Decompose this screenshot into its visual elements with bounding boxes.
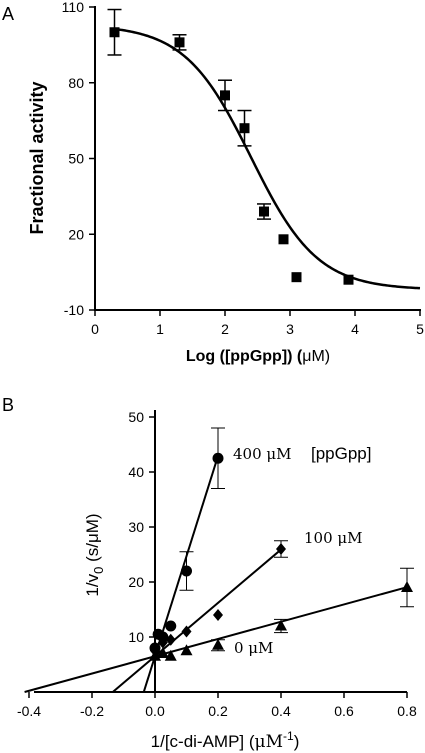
circle-point: [165, 620, 177, 632]
panel-a-x-tick-label: 4: [351, 321, 359, 337]
panel-b-x-axis-label: 1/[c-di-AMP] (μM-1): [151, 729, 300, 752]
triangle-point: [156, 647, 169, 658]
diamond-point: [165, 633, 176, 646]
panel-b-x-tick-label: 0.4: [271, 703, 291, 719]
panel-a-data-point: [259, 206, 269, 217]
legend-label-100um: 100 μM: [304, 529, 363, 547]
panel-b-y-tick-label: 50: [128, 409, 144, 425]
panel-label-b: B: [2, 395, 14, 415]
panel-b-x-tick-label: 0.2: [208, 703, 228, 719]
diamond-point: [213, 609, 223, 621]
diamond-point: [157, 636, 168, 649]
legend-label-0um: 0 μM: [234, 639, 273, 657]
panel-a-y-axis-label: Fractional activity: [27, 81, 47, 234]
panel-a-data-point: [239, 123, 250, 134]
panel-b-x-tick-label: 0.0: [145, 703, 165, 719]
panel-b: B -0.4 -0.2 0.0 0.2 0.4 0.6 0.8 10 20 30 40 50 0 μM…: [2, 395, 417, 752]
legend-label-400um: 400 μM: [233, 445, 292, 463]
panel-a-fit-curve: [114, 27, 421, 290]
panel-a-x-tick-label: 0: [91, 321, 99, 337]
diamond-point: [276, 543, 286, 555]
panel-a-data-point: [220, 90, 230, 101]
triangle-point: [164, 649, 177, 661]
panel-label-a: A: [2, 4, 14, 24]
panel-a-x-tick-label: 5: [416, 321, 424, 337]
panel-a-y-tick-label: 80: [68, 75, 84, 91]
panel-b-y-tick-label: 40: [128, 464, 144, 480]
panel-b-y-tick-label: 20: [128, 574, 144, 590]
panel-b-y-tick-label: 30: [128, 519, 144, 535]
triangle-point: [401, 581, 413, 592]
circle-point: [181, 565, 192, 577]
panel-a-data-point: [343, 274, 354, 285]
circle-point: [212, 452, 224, 464]
panel-a-y-tick-label: 50: [68, 151, 84, 167]
panel-a-x-tick-label: 3: [286, 321, 294, 337]
panel-a-data-point: [278, 234, 289, 245]
panel-a-data-point: [109, 27, 120, 38]
legend-title: [ppGpp]: [311, 444, 372, 463]
panel-a-data-point: [291, 272, 302, 283]
series-line-diamond: [112, 548, 282, 693]
diamond-point: [181, 625, 192, 638]
panel-a-x-tick-label: 2: [221, 321, 229, 337]
panel-b-x-tick-label: 0.8: [397, 703, 417, 719]
panel-b-y-axis-label: 1/v0 (s/μM): [83, 513, 106, 596]
panel-b-x-tick-label: -0.4: [17, 703, 41, 719]
panel-a-x-axis-label: Log ([ppGpp]) (μM): [186, 348, 330, 365]
panel-a-y-tick-label: -10: [64, 302, 84, 318]
triangle-point: [212, 638, 224, 650]
panel-a-y-tick-label: 20: [68, 226, 84, 242]
triangle-point: [275, 619, 287, 631]
panel-b-x-tick-label: -0.2: [80, 703, 104, 719]
panel-a-y-tick-label: 110: [62, 0, 85, 15]
panel-b-x-tick-label: 0.6: [334, 703, 354, 719]
panel-a-x-tick-label: 1: [156, 321, 164, 337]
panel-a-data-point: [174, 37, 185, 48]
triangle-point: [180, 644, 193, 656]
panel-b-y-tick-label: 10: [128, 629, 144, 645]
